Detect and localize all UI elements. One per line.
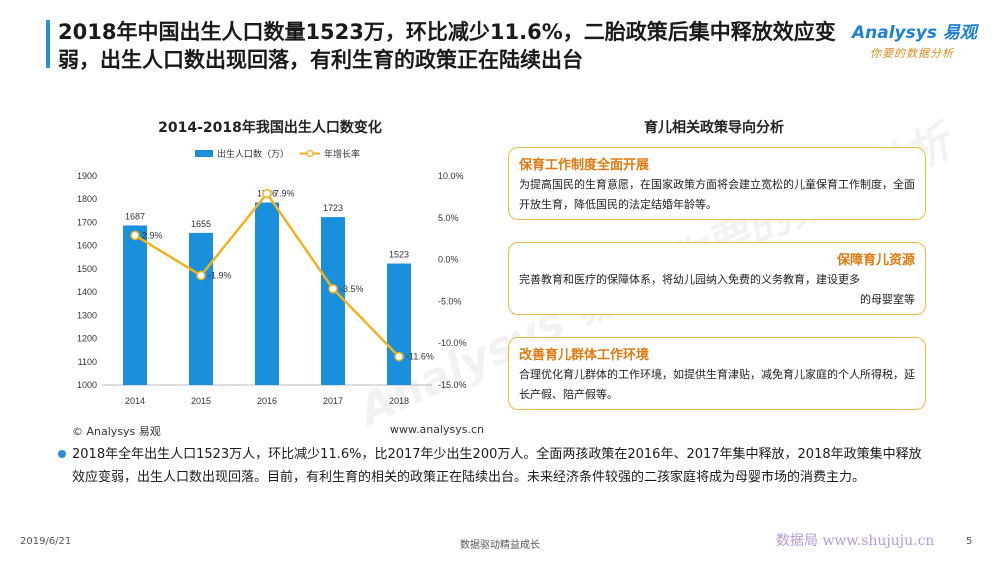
footer-watermark: 数据局 www.shujuju.cn — [776, 533, 935, 549]
y-axis-tick-label: 1600 — [77, 241, 97, 251]
bar-value-label: 1723 — [323, 203, 343, 213]
bar — [255, 202, 279, 385]
chart-source-website: www.analysys.cn — [390, 423, 484, 436]
logo-tagline: 你要的数据分析 — [870, 47, 954, 60]
chart-copyright: © Analysys 易观 — [72, 425, 161, 438]
footer-slogan: 数据驱动精益成长 — [460, 540, 540, 551]
growth-rate-label: 2.9% — [142, 230, 163, 240]
y2-axis-tick-label: -15.0% — [438, 380, 467, 390]
policy-card-text: 为提高国民的生育意愿，在国家政策方面将会建立宽松的儿童保育工作制度，全面开放生育… — [519, 178, 915, 211]
bar — [189, 232, 213, 385]
policy-card-heading: 改善育儿群体工作环境 — [519, 348, 650, 363]
growth-rate-label: 7.9% — [274, 189, 295, 199]
y-axis-tick-label: 1900 — [77, 171, 97, 181]
chart-title: 2014-2018年我国出生人口数变化 — [158, 120, 382, 136]
growth-rate-point — [196, 270, 206, 281]
policy-card-work-environment: 改善育儿群体工作环境 合理优化育儿群体的工作环境，如提供生育津贴，减免育儿家庭的… — [508, 337, 926, 410]
bar — [387, 263, 411, 385]
bar-value-label: 1523 — [389, 250, 409, 260]
x-axis-tick-label: 2016 — [257, 396, 277, 406]
y-axis-tick-label: 1200 — [77, 334, 97, 344]
policy-card-childcare-resources: 保障育儿资源 完善教育和医疗的保障体系，将幼儿园纳入免费的义务教育，建设更多 的… — [508, 242, 926, 315]
legend-line-marker — [306, 149, 314, 158]
y-axis-tick-label: 1700 — [77, 217, 97, 227]
growth-rate-point — [394, 351, 404, 362]
y-axis-tick-label: 1100 — [78, 357, 97, 367]
page-title: 2018年中国出生人口数量1523万，环比减少11.6%，二胎政策后集中释放效应… — [58, 20, 836, 72]
policy-card-text: 完善教育和医疗的保障体系，将幼儿园纳入免费的义务教育，建设更多 的母婴室等 — [509, 270, 925, 314]
growth-rate-label: -3.5% — [340, 284, 364, 294]
summary-text: 2018年全年出生人口1523万人，环比减少11.6%，比2017年少出生200… — [72, 447, 922, 485]
bar-value-label: 1655 — [191, 219, 211, 229]
y-axis-tick-label: 1400 — [77, 287, 97, 297]
policy-card-childcare-system: 保育工作制度全面开展 为提高国民的生育意愿，在国家政策方面将会建立宽松的儿童保育… — [508, 147, 926, 220]
policy-analysis-title: 育儿相关政策导向分析 — [644, 120, 784, 136]
y2-axis-tick-label: 0.0% — [438, 255, 459, 265]
analysys-logo: Analysys 易观 你要的数据分析 — [852, 18, 982, 64]
footer-date: 2019/6/21 — [20, 536, 72, 547]
y2-axis-tick-label: -10.0% — [438, 338, 467, 348]
growth-rate-label: -1.9% — [208, 270, 232, 280]
birth-population-chart: 1900 1800 1700 1600 1500 1400 1300 1200 1100 1000… — [77, 148, 467, 406]
y2-axis-tick-label: 10.0% — [438, 171, 464, 181]
growth-rate-point — [262, 188, 272, 199]
x-axis-tick-label: 2017 — [323, 396, 343, 406]
y-axis-tick-label: 1300 — [77, 310, 97, 320]
y2-axis-tick-label: -5.0% — [438, 296, 462, 306]
bar — [123, 225, 147, 385]
title-accent-bar — [46, 20, 50, 68]
policy-card-text-line1: 完善教育和医疗的保障体系，将幼儿园纳入免费的义务教育，建设更多 — [519, 273, 860, 286]
y-axis-tick-label: 1000 — [77, 380, 97, 390]
x-axis-tick-label: 2014 — [125, 396, 145, 406]
legend-line-label: 年增长率 — [324, 148, 360, 160]
policy-card-text-line2: 的母婴室等 — [860, 293, 915, 306]
legend-bar-swatch — [195, 150, 213, 157]
growth-rate-point — [328, 284, 338, 294]
policy-card-heading: 保育工作制度全面开展 — [519, 158, 650, 173]
policy-card-text: 合理优化育儿群体的工作环境，如提供生育津贴，减免育儿家庭的个人所得税，延长产假、… — [519, 368, 915, 401]
y2-axis-tick-label: 5.0% — [438, 213, 459, 223]
bar-value-label: 1687 — [125, 211, 145, 221]
bar — [321, 217, 345, 385]
x-axis-tick-label: 2018 — [389, 396, 409, 406]
growth-rate-label: -11.6% — [406, 352, 434, 362]
growth-rate-point — [130, 230, 140, 241]
y-axis-tick-label: 1800 — [77, 194, 97, 204]
legend-bar-label: 出生人口数（万） — [217, 148, 289, 160]
bullet-dot — [58, 450, 66, 458]
policy-card-heading: 保障育儿资源 — [836, 253, 915, 268]
logo-main-text: Analysys 易观 — [852, 23, 977, 43]
x-axis-tick-label: 2015 — [191, 396, 211, 406]
page-number: 5 — [966, 536, 973, 547]
y-axis-tick-label: 1500 — [77, 264, 97, 274]
